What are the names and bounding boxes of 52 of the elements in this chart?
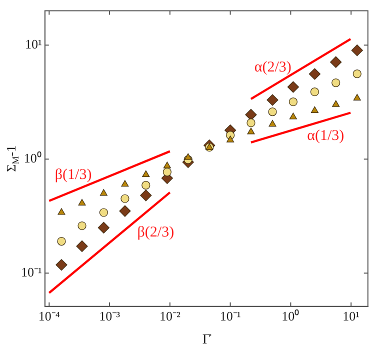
point bbox=[98, 222, 110, 234]
point bbox=[310, 106, 318, 113]
y-axis-title: ΣM-1 bbox=[3, 145, 20, 172]
x-tick-label: 10⁰ bbox=[282, 308, 300, 324]
point bbox=[332, 78, 340, 88]
point bbox=[56, 259, 68, 271]
point bbox=[266, 94, 278, 106]
point bbox=[119, 205, 131, 217]
y-tick-label: 10⁰ bbox=[24, 150, 42, 166]
point bbox=[352, 70, 362, 78]
point bbox=[226, 136, 234, 142]
x-axis-title: Γ̇ bbox=[202, 332, 212, 348]
point bbox=[289, 112, 297, 120]
point bbox=[78, 221, 86, 230]
point bbox=[184, 153, 192, 160]
y-tick-label: 10⁻¹ bbox=[20, 264, 42, 280]
point bbox=[332, 100, 340, 107]
x-tick-label: 10⁻¹ bbox=[220, 308, 241, 324]
point bbox=[310, 88, 320, 96]
point bbox=[58, 208, 66, 215]
point bbox=[99, 208, 108, 217]
point bbox=[76, 240, 88, 252]
point bbox=[308, 68, 321, 80]
point bbox=[142, 170, 150, 177]
point bbox=[353, 94, 361, 101]
y-tick-label: 10¹ bbox=[24, 36, 42, 52]
point bbox=[268, 107, 277, 116]
point bbox=[246, 118, 256, 128]
x-tick-label: 10⁻⁴ bbox=[38, 308, 60, 324]
annotation: β(1/3) bbox=[54, 166, 92, 183]
point bbox=[78, 198, 86, 206]
point bbox=[288, 98, 298, 106]
point bbox=[247, 128, 255, 134]
point bbox=[120, 194, 130, 203]
point bbox=[163, 162, 171, 168]
annotation: α(1/3) bbox=[307, 128, 344, 144]
x-tick-label: 10⁻² bbox=[159, 308, 180, 324]
point bbox=[142, 180, 150, 190]
point bbox=[268, 120, 276, 127]
point bbox=[57, 236, 66, 246]
point bbox=[287, 81, 299, 93]
point bbox=[100, 189, 108, 196]
point bbox=[245, 108, 257, 121]
annotation: β(2/3) bbox=[137, 224, 174, 240]
point bbox=[351, 44, 363, 56]
point bbox=[330, 56, 342, 68]
point bbox=[162, 168, 172, 176]
point bbox=[140, 190, 152, 202]
point bbox=[121, 180, 129, 187]
x-tick-label: 10⁻³ bbox=[99, 308, 120, 324]
x-tick-label: 10¹ bbox=[342, 308, 360, 324]
annotation: α(2/3) bbox=[254, 60, 292, 76]
